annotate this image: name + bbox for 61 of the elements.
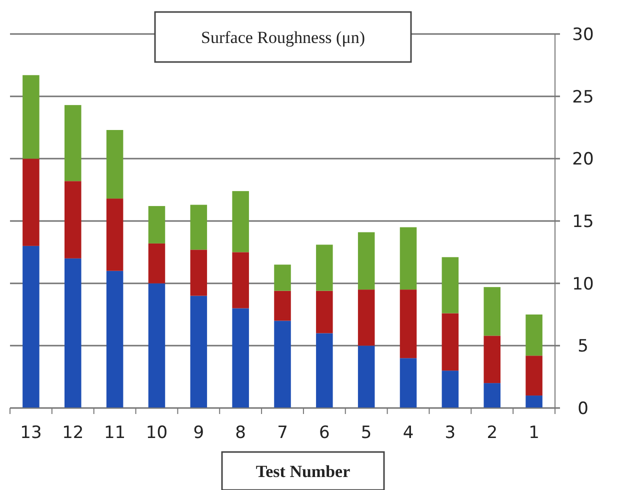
bar [190,204,208,250]
bar [274,320,291,408]
bar [358,232,375,290]
x-tick-label: 11 [104,423,126,443]
bar [316,244,333,291]
x-tick-label: 2 [486,423,498,443]
x-tick-label: 3 [444,423,456,443]
bar [400,227,417,290]
y-tick-label: 5 [578,336,588,357]
bar [442,370,459,408]
bar [190,296,208,408]
x-tick-label: 12 [62,423,84,443]
bar [232,252,249,308]
bar [106,130,124,199]
bar [400,358,417,408]
bar [274,290,291,321]
bar [442,257,459,314]
bar [274,264,291,291]
bar [64,258,82,408]
y-tick-label: 10 [572,274,594,294]
bar [106,198,124,271]
bar [148,243,166,284]
bar [526,314,542,356]
x-tick-label: 1 [528,423,540,443]
x-tick-label: 6 [319,423,330,443]
y-tick-label: 0 [578,399,588,419]
y-tick-label: 25 [572,87,594,108]
bar [64,181,82,258]
bar [316,290,333,334]
bar [484,336,500,384]
bar [358,290,375,346]
x-axis-title: Test Number [256,462,351,481]
bar [22,158,40,246]
bar [190,250,208,296]
bar [484,287,500,336]
bar [358,346,375,408]
x-tick-label: 7 [277,423,288,443]
x-tick-label: 5 [360,423,372,443]
bar [232,308,249,408]
bar [400,290,417,358]
x-tick-label: 13 [20,423,42,443]
bar [526,356,542,396]
bar [22,75,40,159]
bar [64,105,82,182]
bar [148,206,166,244]
y-tick-label: 30 [572,25,594,45]
bar [106,270,124,408]
bar [442,313,459,371]
x-tick-label: 10 [146,423,168,443]
chart-title: Surface Roughness (μn) [201,28,365,47]
x-tick-label: 9 [193,423,204,443]
y-tick-label: 20 [572,150,594,170]
y-tick-label: 15 [572,212,594,232]
bar [316,333,333,408]
bar [148,283,166,408]
x-tick-label: 8 [235,423,246,443]
bar [22,246,40,408]
x-tick-label: 4 [402,423,414,443]
bar [526,396,542,408]
bar [484,383,500,408]
bar [232,191,249,252]
